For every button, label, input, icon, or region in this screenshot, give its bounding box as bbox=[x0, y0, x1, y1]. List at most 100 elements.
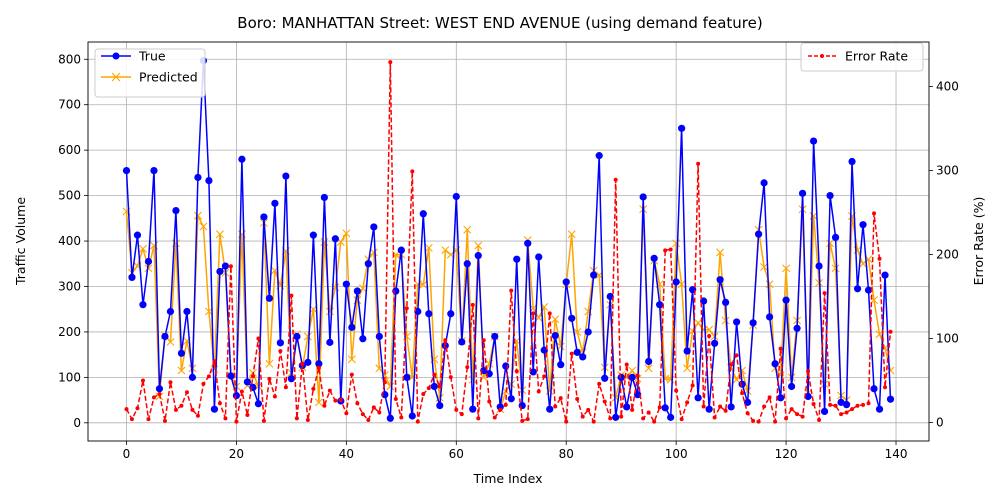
data-point-error-rate bbox=[723, 408, 728, 413]
data-point-error-rate bbox=[349, 372, 354, 377]
data-point-true bbox=[375, 332, 383, 341]
y2-tick-label: 400 bbox=[936, 80, 959, 94]
data-point-error-rate bbox=[212, 359, 217, 364]
data-point-error-rate bbox=[817, 418, 822, 422]
data-point-true bbox=[601, 374, 609, 382]
data-point-error-rate bbox=[883, 385, 888, 390]
data-point-error-rate bbox=[366, 418, 371, 422]
data-point-error-rate bbox=[487, 399, 492, 404]
data-point-error-rate bbox=[250, 374, 255, 379]
data-point-error-rate bbox=[762, 404, 767, 409]
data-point-error-rate bbox=[520, 418, 525, 423]
data-point-predicted bbox=[144, 264, 153, 273]
legend-predicted-marker bbox=[111, 72, 121, 82]
data-point-true bbox=[139, 301, 147, 309]
data-point-true bbox=[320, 193, 328, 202]
data-point-error-rate bbox=[256, 336, 261, 341]
data-point-true bbox=[557, 361, 565, 369]
data-point-error-rate bbox=[668, 247, 673, 252]
data-point-true bbox=[529, 368, 537, 376]
data-point-true bbox=[612, 413, 620, 421]
data-point-true bbox=[787, 382, 796, 391]
y-tick-label: 200 bbox=[58, 325, 81, 339]
data-point-true bbox=[765, 313, 774, 321]
data-point-predicted bbox=[886, 366, 895, 375]
data-point-true bbox=[617, 373, 625, 381]
data-point-true bbox=[408, 412, 416, 420]
data-point-error-rate bbox=[129, 417, 134, 422]
data-point-error-rate bbox=[547, 311, 552, 316]
data-point-true bbox=[733, 318, 741, 326]
data-point-predicted bbox=[672, 239, 681, 248]
data-point-error-rate bbox=[745, 411, 750, 416]
data-point-true bbox=[760, 179, 768, 187]
data-point-error-rate bbox=[712, 415, 717, 420]
data-point-true bbox=[798, 189, 807, 197]
data-point-true bbox=[590, 271, 598, 279]
data-point-error-rate bbox=[558, 396, 563, 401]
data-point-error-rate bbox=[833, 403, 838, 408]
data-point-true bbox=[491, 332, 499, 341]
y-axis-label: Traffic Volume bbox=[13, 197, 28, 286]
data-point-error-rate bbox=[234, 419, 239, 424]
data-point-error-rate bbox=[443, 338, 448, 343]
data-point-error-rate bbox=[239, 389, 244, 394]
data-point-error-rate bbox=[124, 407, 129, 412]
data-point-true bbox=[859, 221, 867, 229]
data-point-predicted bbox=[705, 325, 714, 334]
data-point-error-rate bbox=[432, 372, 437, 377]
data-point-error-rate bbox=[151, 395, 156, 400]
data-point-error-rate bbox=[553, 404, 558, 409]
data-point-predicted bbox=[826, 239, 835, 248]
data-point-error-rate bbox=[162, 418, 167, 423]
data-point-true bbox=[573, 348, 581, 356]
data-point-true bbox=[205, 177, 213, 185]
data-point-predicted bbox=[760, 262, 769, 271]
data-point-error-rate bbox=[646, 410, 651, 415]
data-point-error-rate bbox=[459, 412, 464, 417]
data-point-true bbox=[342, 280, 350, 288]
data-point-true bbox=[722, 298, 730, 306]
data-point-true bbox=[227, 372, 235, 380]
data-point-error-rate bbox=[635, 373, 640, 378]
data-point-true bbox=[628, 373, 636, 381]
data-point-true bbox=[886, 395, 895, 403]
data-point-error-rate bbox=[866, 401, 871, 406]
x-axis-label: Time Index bbox=[473, 471, 543, 486]
data-point-true bbox=[359, 335, 367, 343]
data-point-error-rate bbox=[542, 374, 547, 379]
data-point-error-rate bbox=[415, 419, 420, 424]
data-point-predicted bbox=[303, 332, 312, 341]
data-point-true bbox=[507, 395, 515, 403]
data-point-error-rate bbox=[822, 291, 827, 296]
data-point-true bbox=[271, 199, 279, 207]
data-point-predicted bbox=[199, 222, 208, 231]
y-tick-label: 500 bbox=[58, 189, 81, 203]
data-point-true bbox=[216, 267, 224, 276]
data-point-true bbox=[606, 292, 614, 301]
data-point-true bbox=[639, 193, 647, 201]
data-point-true bbox=[711, 339, 719, 347]
data-point-true bbox=[749, 319, 757, 327]
data-point-error-rate bbox=[184, 390, 189, 395]
data-point-true bbox=[326, 338, 334, 346]
data-point-error-rate bbox=[283, 385, 288, 390]
data-point-error-rate bbox=[657, 405, 662, 410]
legend-true-marker bbox=[112, 52, 120, 60]
data-point-true bbox=[809, 137, 818, 145]
data-point-true bbox=[447, 310, 455, 318]
data-point-predicted bbox=[474, 241, 483, 250]
data-point-true bbox=[705, 405, 713, 413]
data-point-true bbox=[469, 405, 477, 413]
data-point-error-rate bbox=[305, 418, 310, 422]
legend-right: Error Rate bbox=[800, 42, 924, 72]
y-tick-label: 400 bbox=[58, 234, 81, 248]
data-point-error-rate bbox=[624, 362, 629, 367]
data-point-true bbox=[513, 255, 521, 263]
data-point-true bbox=[826, 192, 834, 200]
data-point-error-rate bbox=[784, 416, 789, 421]
x-tick-label: 60 bbox=[449, 447, 464, 461]
data-point-error-rate bbox=[509, 288, 514, 293]
data-point-predicted bbox=[644, 364, 653, 373]
data-point-error-rate bbox=[355, 401, 360, 406]
